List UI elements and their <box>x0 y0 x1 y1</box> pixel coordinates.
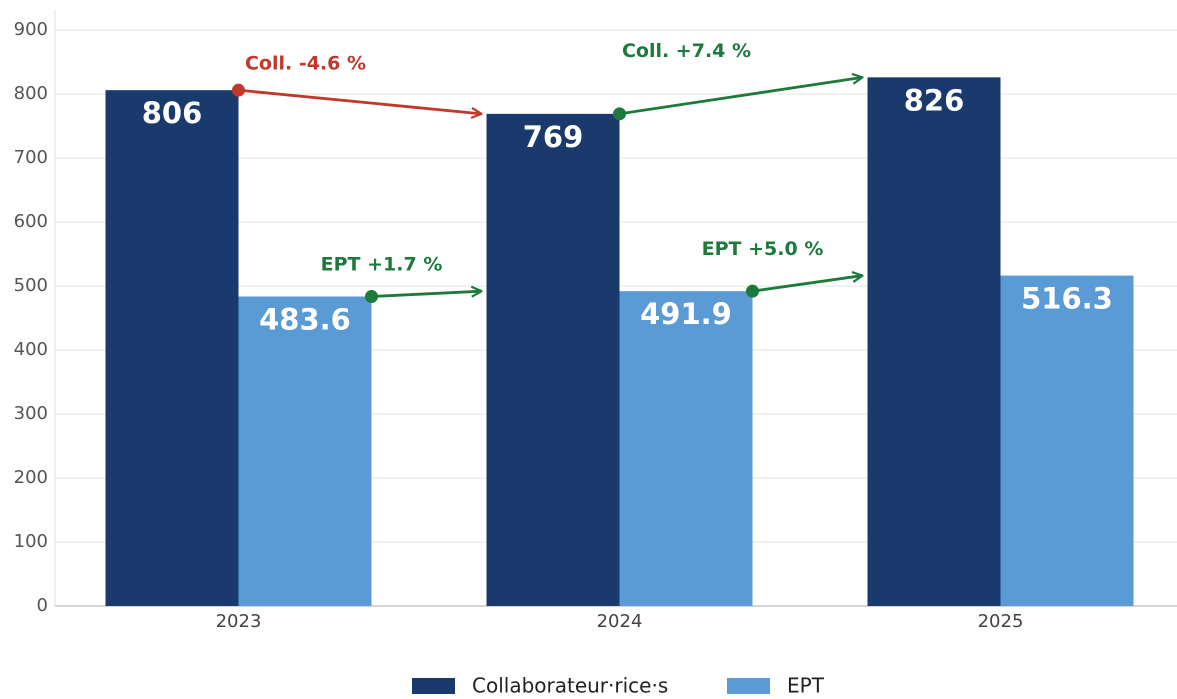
change-arrow <box>371 291 482 298</box>
change-dot <box>746 284 759 298</box>
y-tick-label: 600 <box>14 211 48 232</box>
y-tick-label: 200 <box>14 467 48 488</box>
legend-label: EPT <box>787 674 825 698</box>
change-arrow <box>238 88 482 114</box>
x-tick-label: 2025 <box>978 611 1024 632</box>
bar <box>105 90 239 606</box>
value-label: 769 <box>523 120 584 154</box>
change-dot <box>613 107 626 121</box>
bar <box>1000 275 1134 606</box>
y-tick-label: 300 <box>14 403 48 424</box>
y-tick-label: 400 <box>14 339 48 360</box>
y-tick-label: 0 <box>37 595 48 616</box>
change-label: Coll. -4.6 % <box>245 53 366 75</box>
change-arrow <box>619 77 863 116</box>
x-tick-label: 2024 <box>597 611 643 632</box>
bar <box>486 113 620 606</box>
y-tick-label: 100 <box>14 531 48 552</box>
value-label: 516.3 <box>1021 282 1113 316</box>
value-label: 826 <box>904 83 965 117</box>
legend-label: Collaborateur·rice·s <box>472 674 668 698</box>
y-tick-label: 800 <box>14 83 48 104</box>
y-tick-label: 900 <box>14 19 48 40</box>
change-dot <box>365 289 378 303</box>
value-label: 483.6 <box>259 302 351 336</box>
value-label: 806 <box>142 96 203 130</box>
legend-swatch <box>727 678 770 694</box>
value-label: 491.9 <box>640 297 732 331</box>
y-tick-label: 700 <box>14 147 48 168</box>
x-tick-label: 2023 <box>216 611 262 632</box>
legend-swatch <box>412 678 455 694</box>
bar <box>867 77 1001 607</box>
change-dot <box>232 83 245 97</box>
change-label: EPT +1.7 % <box>321 254 443 276</box>
bar <box>619 291 753 606</box>
y-tick-label: 500 <box>14 275 48 296</box>
bar <box>238 296 372 606</box>
change-label: EPT +5.0 % <box>702 238 824 260</box>
change-arrow <box>752 276 863 293</box>
change-label: Coll. +7.4 % <box>622 40 751 62</box>
